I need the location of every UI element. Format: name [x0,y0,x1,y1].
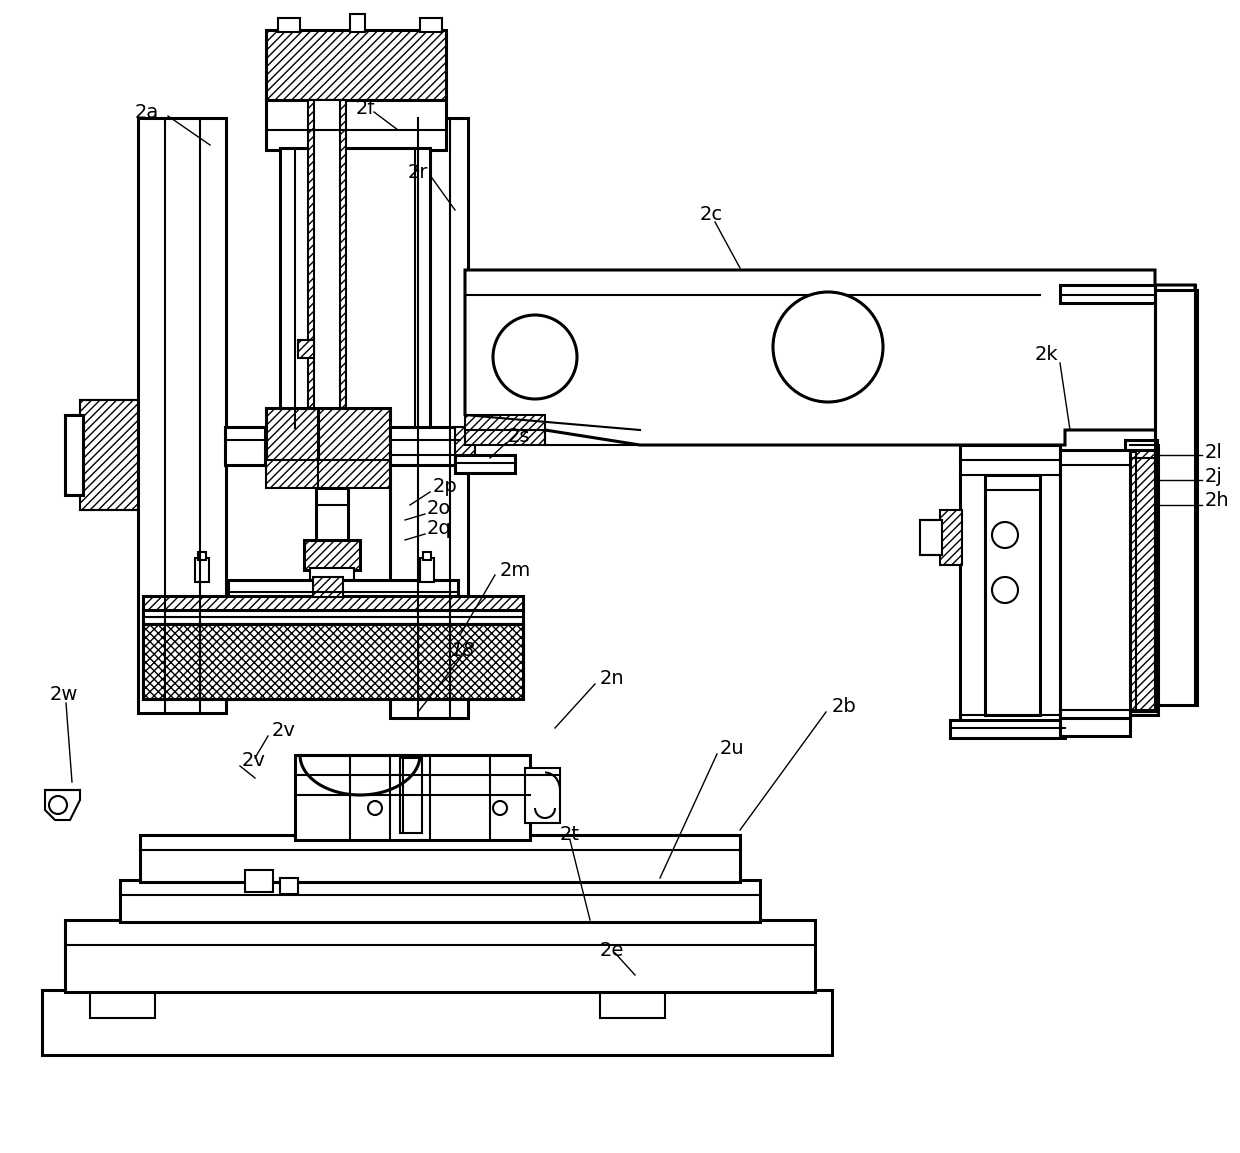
Bar [310,568,353,580]
Bar [401,758,422,832]
Bar [278,18,300,32]
Bar [64,920,815,992]
Bar [267,460,317,488]
Text: 2p: 2p [433,477,458,497]
Circle shape [494,801,507,815]
Bar [64,415,83,495]
Bar [985,475,1040,715]
Bar [465,415,546,445]
Text: 2q: 2q [427,519,451,537]
Bar [1154,291,1197,704]
Text: 2e: 2e [600,941,625,959]
Text: 2h: 2h [1205,490,1230,510]
Bar [999,527,1011,537]
Text: 18: 18 [450,641,475,660]
Bar [1130,445,1158,715]
Bar [1060,285,1154,303]
Text: 2j: 2j [1205,467,1223,485]
Bar [316,488,348,543]
Bar [138,118,226,713]
Text: 2s: 2s [508,428,531,446]
Text: 2a: 2a [135,104,159,122]
Bar [143,596,523,612]
Circle shape [773,292,883,402]
Bar [950,719,1065,738]
Text: 2f: 2f [356,98,376,118]
Bar [455,455,515,473]
Bar [423,552,432,560]
Bar [295,755,529,841]
Circle shape [494,315,577,399]
Bar [120,880,760,922]
Bar [246,871,273,892]
Bar [143,624,523,699]
Bar [91,990,155,1018]
Bar [525,768,560,823]
Polygon shape [45,790,81,820]
Text: 2u: 2u [720,739,745,758]
Bar [999,582,1011,591]
Text: 2m: 2m [500,560,531,580]
Bar [140,835,740,882]
Text: 2w: 2w [50,686,78,704]
Text: 2c: 2c [701,205,723,225]
Circle shape [992,576,1018,603]
Circle shape [50,796,67,814]
Bar [1060,450,1130,719]
Bar [1127,450,1157,710]
Text: 2t: 2t [560,826,580,844]
Bar [312,576,343,597]
Circle shape [992,522,1018,548]
Bar [600,990,665,1018]
Bar [940,510,962,565]
Bar [195,558,210,582]
Bar [298,340,314,357]
Bar [391,427,460,465]
Bar [81,400,138,510]
Bar [198,552,206,560]
Text: 2o: 2o [427,498,451,518]
Bar [317,460,391,488]
Bar [920,520,942,555]
Text: 2l: 2l [1205,443,1223,461]
Bar [314,100,340,480]
Bar [420,18,441,32]
Text: 2r: 2r [408,163,429,181]
Bar [224,427,265,465]
Text: 2k: 2k [1035,346,1059,364]
Bar [280,877,298,894]
Polygon shape [465,270,1195,445]
Circle shape [368,801,382,815]
Bar [267,30,446,101]
Bar [280,148,430,428]
Bar [1060,718,1130,736]
Bar [267,100,446,150]
Bar [420,558,434,582]
Bar [317,408,391,464]
Bar [267,408,317,464]
Text: 2n: 2n [600,669,625,687]
Bar [228,580,458,602]
Text: 2v: 2v [272,721,296,739]
Text: 2v: 2v [242,751,265,769]
Bar [960,445,1060,730]
Bar [391,118,467,718]
Bar [143,624,523,699]
Bar [143,610,523,624]
Bar [1133,449,1154,713]
Text: 2b: 2b [832,696,857,716]
Bar [42,990,832,1055]
Bar [350,14,365,32]
Bar [1123,452,1136,710]
Bar [304,540,360,570]
Bar [1125,440,1157,450]
Bar [455,427,475,465]
Bar [308,100,346,485]
